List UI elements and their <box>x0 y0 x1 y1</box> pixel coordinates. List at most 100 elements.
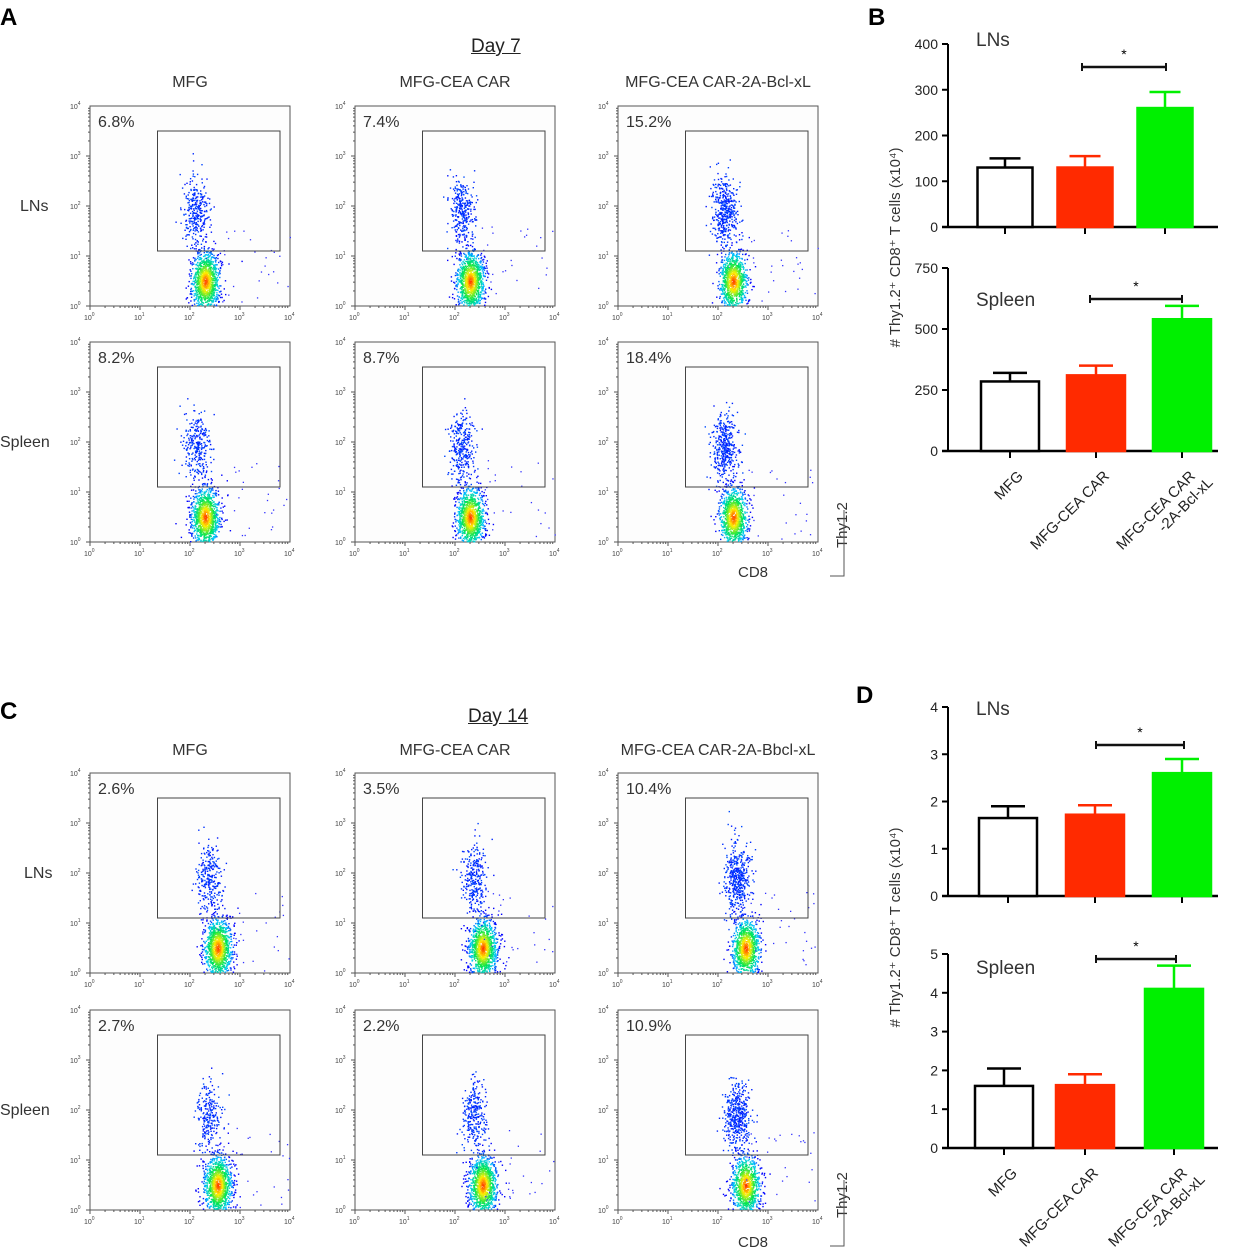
event-dot <box>472 263 475 265</box>
event-dot <box>204 273 207 276</box>
event-dot <box>443 196 445 198</box>
event-dot <box>735 285 737 287</box>
event-dot <box>211 514 213 516</box>
event-dot <box>455 252 457 254</box>
event-dot <box>460 200 463 202</box>
event-dot <box>753 239 755 242</box>
event-dot <box>194 508 196 510</box>
event-dot <box>457 301 460 303</box>
event-dot <box>466 272 468 274</box>
event-dot <box>203 298 206 300</box>
event-dot <box>729 195 732 197</box>
event-dot <box>719 223 721 225</box>
event-dot <box>741 301 744 304</box>
event-dot <box>479 266 481 268</box>
event-dot <box>716 271 718 274</box>
event-dot <box>207 287 209 289</box>
event-dot <box>725 191 727 193</box>
event-dot <box>721 178 723 180</box>
event-dot <box>470 265 473 268</box>
event-dot <box>194 496 196 499</box>
event-dot <box>472 267 474 269</box>
event-dot <box>198 419 200 421</box>
event-dot <box>200 265 202 267</box>
event-dot <box>721 204 724 206</box>
event-dot <box>730 197 732 199</box>
event-dot <box>728 301 730 303</box>
event-dot <box>208 510 210 512</box>
event-dot <box>477 273 480 275</box>
event-dot <box>188 437 190 439</box>
event-dot <box>732 256 734 258</box>
event-dot <box>739 281 741 284</box>
event-dot <box>734 261 737 263</box>
event-dot <box>463 265 465 268</box>
event-dot <box>736 289 739 292</box>
event-dot <box>210 272 212 274</box>
event-dot <box>458 197 460 199</box>
event-dot <box>201 224 204 227</box>
event-dot <box>209 268 212 270</box>
event-dot <box>188 529 190 531</box>
event-dot <box>720 244 722 246</box>
event-dot <box>467 257 469 260</box>
event-dot <box>200 283 202 285</box>
event-dot <box>210 277 213 279</box>
event-dot <box>720 177 722 180</box>
event-dot <box>739 257 741 260</box>
event-dot <box>462 214 465 216</box>
event-dot <box>475 302 477 304</box>
event-dot <box>484 275 486 278</box>
event-dot <box>197 293 199 296</box>
event-dot <box>470 284 473 286</box>
event-dot <box>212 279 214 281</box>
event-dot <box>723 189 725 192</box>
event-dot <box>201 464 204 466</box>
event-dot <box>180 441 182 443</box>
event-dot <box>454 187 457 190</box>
event-dot <box>740 281 743 284</box>
event-dot <box>195 258 197 261</box>
event-dot <box>198 413 200 415</box>
event-dot <box>210 263 212 266</box>
event-dot <box>735 270 737 272</box>
event-dot <box>472 268 474 270</box>
event-dot <box>459 276 462 278</box>
event-dot <box>210 224 212 226</box>
event-dot <box>733 280 735 283</box>
event-dot <box>487 276 489 279</box>
event-dot <box>213 248 215 250</box>
event-dot <box>459 254 461 256</box>
event-dot <box>206 288 208 290</box>
event-dot <box>208 278 210 281</box>
event-dot <box>205 209 208 212</box>
event-dot <box>197 214 199 216</box>
event-dot <box>198 304 200 306</box>
event-dot <box>456 193 459 195</box>
event-dot <box>717 214 719 216</box>
event-dot <box>736 270 738 272</box>
event-dot <box>715 262 718 264</box>
event-dot <box>193 193 196 196</box>
event-dot <box>179 405 181 407</box>
event-dot <box>745 282 747 284</box>
event-dot <box>206 262 208 264</box>
event-dot <box>197 252 200 254</box>
event-dot <box>211 290 213 292</box>
event-dot <box>457 227 460 229</box>
event-dot <box>725 173 727 175</box>
event-dot <box>453 210 455 213</box>
event-dot <box>725 229 727 231</box>
event-dot <box>200 287 203 290</box>
event-dot <box>180 208 182 211</box>
event-dot <box>730 290 733 292</box>
event-dot <box>204 444 206 446</box>
event-dot <box>465 200 468 202</box>
event-dot <box>475 283 478 285</box>
event-dot <box>746 292 749 294</box>
event-dot <box>470 261 472 263</box>
event-dot <box>447 199 449 201</box>
event-dot <box>728 207 730 210</box>
event-dot <box>725 262 727 264</box>
event-dot <box>479 296 481 298</box>
